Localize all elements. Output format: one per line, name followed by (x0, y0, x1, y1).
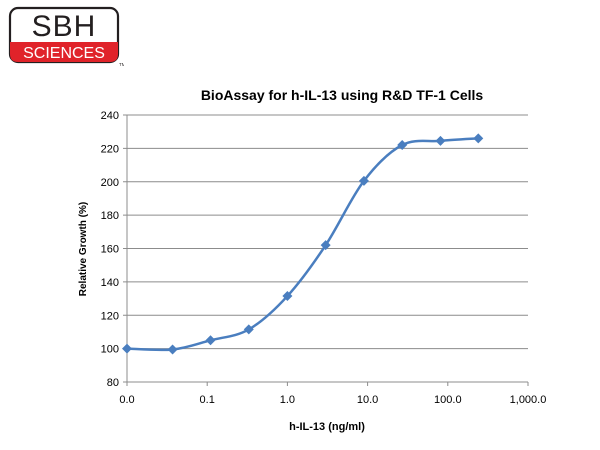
data-series (122, 133, 484, 355)
x-tick-label: 100.0 (434, 394, 462, 406)
y-tick-label: 80 (107, 377, 119, 389)
y-tick-label: 120 (101, 310, 119, 322)
y-tick-label: 140 (101, 277, 119, 289)
data-point (435, 135, 446, 146)
x-tick-label: 1,000.0 (510, 394, 547, 406)
gridlines (127, 114, 528, 350)
x-tick-label: 1.0 (280, 394, 295, 406)
x-axis-label: h-IL-13 (ng/ml) (289, 421, 365, 433)
logo-trademark: TM (119, 62, 124, 66)
logo-line1: SBH (32, 10, 97, 43)
data-point (205, 335, 216, 346)
x-tick-label: 0.0 (119, 394, 134, 406)
x-tick-label: 10.0 (357, 394, 378, 406)
data-point (243, 324, 254, 335)
y-tick-label: 160 (101, 244, 119, 256)
data-point (397, 140, 408, 151)
y-tick-label: 200 (101, 177, 119, 189)
axes (123, 114, 529, 386)
logo-red-band (10, 42, 118, 62)
data-point (473, 133, 484, 144)
sbh-sciences-logo: SBH SCIENCES TM (8, 6, 124, 66)
data-point (122, 343, 132, 354)
data-point (320, 240, 331, 251)
x-tick-label: 0.1 (200, 394, 215, 406)
y-tick-label: 220 (101, 143, 119, 155)
y-axis-label: Relative Growth (%) (78, 202, 89, 296)
y-tick-labels: 80 100 120 140 160 180 200 220 240 (101, 110, 119, 389)
data-point (282, 291, 293, 302)
data-point (167, 344, 178, 355)
y-tick-label: 240 (101, 110, 119, 122)
y-tick-label: 100 (101, 344, 119, 356)
chart-title: BioAssay for h-IL-13 using R&D TF-1 Cell… (201, 87, 484, 103)
logo-line2: SCIENCES (23, 45, 105, 62)
data-point (358, 175, 369, 186)
x-tick-labels: 0.0 0.1 1.0 10.0 100.0 1,000.0 (119, 394, 546, 406)
series-line (126, 137, 479, 352)
y-tick-label: 180 (101, 210, 119, 222)
